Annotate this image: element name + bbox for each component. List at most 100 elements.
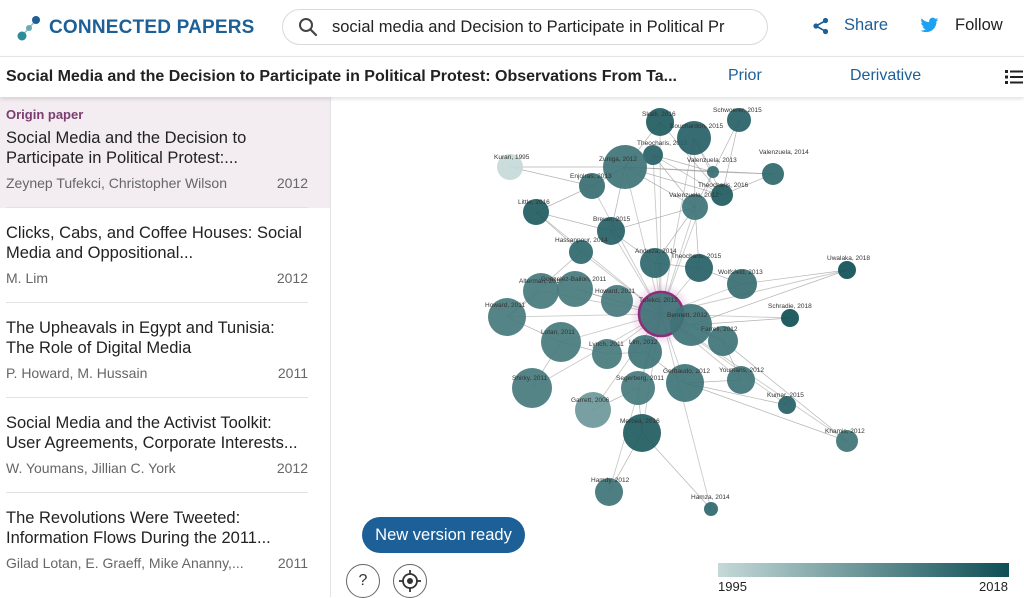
paper-node-circle[interactable]: [512, 368, 552, 408]
paper-node[interactable]: Uwalaka, 2018: [827, 255, 870, 279]
paper-node-circle[interactable]: [670, 304, 712, 346]
paper-node[interactable]: Schradie, 2018: [768, 303, 812, 327]
paper-node[interactable]: Garrett, 2006: [571, 392, 611, 428]
paper-node[interactable]: Shirky, 2011: [512, 368, 552, 408]
paper-node[interactable]: Theocharis, 2015: [671, 253, 722, 282]
paper-node[interactable]: Mercea, 2016: [620, 414, 661, 452]
list-item[interactable]: The Revolutions Were Tweeted: Informatio…: [0, 493, 330, 588]
paper-node[interactable]: Kumar, 2015: [767, 392, 804, 414]
paper-node-circle[interactable]: [575, 392, 611, 428]
help-button[interactable]: ?: [346, 564, 380, 598]
paper-node-label: Valenzuela, 2012: [669, 192, 719, 199]
paper-node-circle[interactable]: [488, 298, 526, 336]
paper-node[interactable]: Lynch, 2011: [589, 339, 624, 369]
paper-node-circle[interactable]: [727, 269, 757, 299]
paper-node-circle[interactable]: [523, 273, 559, 309]
origin-paper-item[interactable]: Origin paper Social Media and the Decisi…: [0, 97, 330, 208]
paper-node[interactable]: Bouchardon, 2015: [670, 121, 724, 155]
new-version-button[interactable]: New version ready: [362, 517, 525, 553]
citation-graph[interactable]: Tufekci, 2012 Skalli, 2016 Schwoerer, 2015…: [331, 97, 1024, 597]
paper-node[interactable]: Hassanpour, 2014: [555, 237, 608, 264]
paper-node[interactable]: Lim, 2012: [628, 335, 662, 369]
paper-node-circle[interactable]: [682, 194, 708, 220]
paper-node[interactable]: Lotan, 2011: [541, 322, 581, 362]
derivative-works-link[interactable]: Derivative: [850, 67, 922, 84]
brand-logo[interactable]: CONNECTED PAPERS: [16, 14, 255, 42]
search-box[interactable]: [282, 9, 768, 45]
paper-node[interactable]: Kuran, 1995: [494, 154, 530, 180]
paper-node[interactable]: Zuniga, 2012: [599, 145, 647, 189]
paper-node-circle[interactable]: [778, 396, 796, 414]
paper-node-circle[interactable]: [557, 271, 593, 307]
recenter-button[interactable]: [393, 564, 427, 598]
paper-node[interactable]: Hamza, 2014: [691, 494, 730, 516]
paper-node-circle[interactable]: [666, 364, 704, 402]
paper-node-circle[interactable]: [497, 154, 523, 180]
paper-node-circle[interactable]: [836, 430, 858, 452]
paper-node[interactable]: Little, 2016: [518, 199, 550, 225]
share-label: Share: [844, 16, 889, 34]
paper-node[interactable]: Farrell, 2012: [701, 326, 738, 356]
legend-max-year: 2018: [979, 579, 1008, 594]
paper-node-circle[interactable]: [601, 285, 633, 317]
paper-node[interactable]: Segerberg, 2011: [616, 371, 664, 405]
paper-node-circle[interactable]: [646, 108, 674, 136]
paper-node-circle[interactable]: [708, 326, 738, 356]
paper-node-circle[interactable]: [595, 478, 623, 506]
paper-node[interactable]: Anduiza, 2014: [635, 248, 677, 278]
paper-node-circle[interactable]: [623, 414, 661, 452]
prior-works-link[interactable]: Prior: [728, 67, 762, 84]
paper-node[interactable]: Howard, 2011: [485, 298, 526, 336]
paper-node-circle[interactable]: [677, 121, 711, 155]
paper-node[interactable]: Wolfsfeld, 2013: [718, 269, 763, 299]
paper-node-circle[interactable]: [523, 199, 549, 225]
paper-node[interactable]: Alterman, 2011: [519, 273, 563, 309]
paper-node[interactable]: Skalli, 2016: [642, 108, 676, 136]
paper-node-circle[interactable]: [781, 309, 799, 327]
paper-node[interactable]: Breuer, 2015: [593, 216, 631, 245]
paper-node-circle[interactable]: [541, 322, 581, 362]
graph-canvas[interactable]: Tufekci, 2012 Skalli, 2016 Schwoerer, 2015…: [331, 97, 1024, 597]
paper-node[interactable]: Theocharis, 2015: [637, 140, 688, 165]
paper-node-circle[interactable]: [711, 184, 733, 206]
paper-node-circle[interactable]: [762, 163, 784, 185]
paper-node-circle[interactable]: [727, 366, 755, 394]
search-input[interactable]: [332, 17, 742, 37]
paper-authors: W. Youmans, Jillian C. York: [6, 460, 176, 476]
paper-node-circle[interactable]: [727, 108, 751, 132]
share-button[interactable]: Share: [812, 16, 888, 35]
paper-node[interactable]: Gonzalez-Bailon, 2011: [541, 271, 607, 307]
paper-node[interactable]: Valenzuela, 2012: [669, 192, 719, 220]
paper-node-circle[interactable]: [597, 217, 625, 245]
paper-node-circle[interactable]: [640, 248, 670, 278]
paper-node-circle[interactable]: [707, 166, 719, 178]
paper-node[interactable]: Howard, 2011: [595, 285, 635, 317]
paper-node[interactable]: Bennett, 2012: [667, 304, 712, 346]
list-item[interactable]: Clicks, Cabs, and Coffee Houses: Social …: [0, 208, 330, 303]
paper-node[interactable]: Valenzuela, 2013: [687, 157, 737, 178]
paper-node-circle[interactable]: [704, 502, 718, 516]
paper-node[interactable]: Enjolras, 2013: [570, 173, 612, 199]
paper-node-label: Enjolras, 2013: [570, 173, 612, 180]
paper-node-circle[interactable]: [569, 240, 593, 264]
list-item[interactable]: The Upheavals in Egypt and Tunisia: The …: [0, 303, 330, 398]
follow-button[interactable]: Follow: [920, 16, 1003, 35]
list-view-icon[interactable]: [1005, 69, 1023, 85]
paper-node-circle[interactable]: [643, 145, 663, 165]
paper-node-circle[interactable]: [628, 335, 662, 369]
paper-node[interactable]: Youmans, 2012: [719, 366, 764, 394]
paper-node-circle[interactable]: [579, 173, 605, 199]
paper-node[interactable]: Khamis, 2012: [825, 428, 865, 452]
paper-node-circle[interactable]: [685, 254, 713, 282]
paper-node[interactable]: Gerbaudo, 2012: [663, 364, 710, 402]
paper-node[interactable]: Valenzuela, 2014: [759, 149, 809, 185]
paper-node-label: Tufekci, 2012: [639, 297, 678, 304]
list-item[interactable]: Social Media and the Activist Toolkit: U…: [0, 398, 330, 493]
paper-node[interactable]: Hamdy, 2012: [591, 477, 630, 506]
paper-node-circle[interactable]: [603, 145, 647, 189]
paper-node-circle[interactable]: [592, 339, 622, 369]
paper-node-circle[interactable]: [621, 371, 655, 405]
paper-node-circle[interactable]: [838, 261, 856, 279]
paper-node[interactable]: Schwoerer, 2015: [713, 107, 762, 132]
paper-node[interactable]: Theocharis, 2016: [698, 182, 749, 206]
